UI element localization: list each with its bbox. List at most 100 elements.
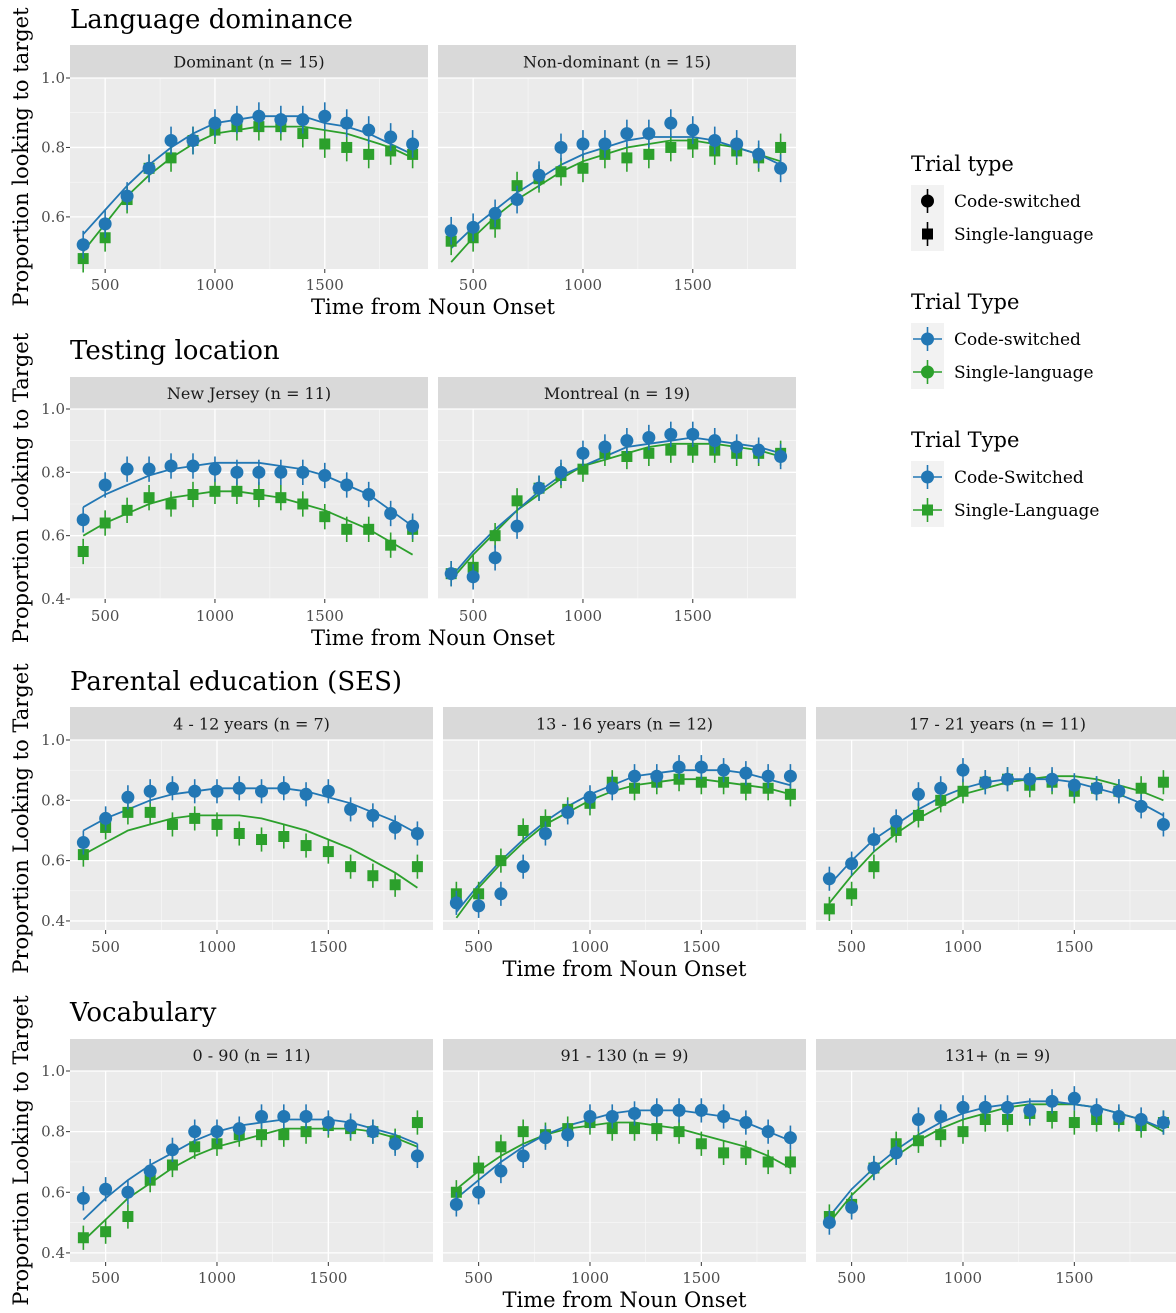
point-single-language xyxy=(100,1226,112,1238)
legend-label: Single-language xyxy=(954,363,1094,383)
facet-strip xyxy=(70,377,428,409)
fit-line-code-switched xyxy=(82,115,413,235)
y-axis-title: Proportion looking to target xyxy=(9,7,33,307)
point-single-language xyxy=(165,152,177,164)
point-code-switched xyxy=(783,769,797,783)
point-code-switched xyxy=(165,1143,179,1157)
point-code-switched xyxy=(516,1149,530,1163)
x-tick-label: 1500 xyxy=(682,1269,720,1287)
point-single-language xyxy=(121,504,133,516)
chart-section: Vocabulary 0.4 0.6 0.8 1.0 Proportion Looking… xyxy=(9,995,1176,1312)
point-single-language xyxy=(495,855,507,867)
point-code-switched xyxy=(650,769,664,783)
point-single-language xyxy=(77,1232,89,1244)
point-code-switched xyxy=(730,137,744,151)
point-code-switched xyxy=(642,127,656,141)
point-code-switched xyxy=(598,137,612,151)
y-tick-label: 0.6 xyxy=(41,1183,65,1201)
point-code-switched xyxy=(444,567,458,581)
point-single-language xyxy=(165,498,177,510)
point-code-switched xyxy=(388,820,402,834)
point-code-switched xyxy=(1023,1103,1037,1117)
point-code-switched xyxy=(576,137,590,151)
x-tick-label: 1500 xyxy=(1055,938,1093,956)
point-code-switched xyxy=(1090,1103,1104,1117)
point-single-language xyxy=(473,1162,485,1174)
legend-key-circle xyxy=(921,194,934,208)
facet-label: 91 - 130 (n = 9) xyxy=(560,1046,688,1065)
point-single-language xyxy=(300,1126,312,1138)
x-axis-title: Time from Noun Onset xyxy=(503,1288,747,1312)
facet-label: 131+ (n = 9) xyxy=(945,1046,1051,1065)
facet-panel: New Jersey (n = 11) 500 1000 1500 xyxy=(70,377,428,625)
point-code-switched xyxy=(296,113,310,127)
legend-title: Trial Type xyxy=(911,428,1019,452)
facet-label: 0 - 90 (n = 11) xyxy=(193,1046,311,1065)
point-code-switched xyxy=(822,872,836,886)
facet-strip xyxy=(438,377,796,409)
point-single-language xyxy=(122,1211,134,1223)
point-single-language xyxy=(166,818,178,830)
x-tick-label: 1000 xyxy=(571,938,609,956)
point-code-switched xyxy=(299,1109,313,1123)
point-code-switched xyxy=(388,1137,402,1151)
point-code-switched xyxy=(99,1182,113,1196)
x-tick-label: 500 xyxy=(464,1269,493,1287)
fit-line-code-switched xyxy=(82,1118,418,1221)
point-code-switched xyxy=(1001,772,1015,786)
point-single-language xyxy=(621,451,633,462)
point-single-language xyxy=(511,495,523,507)
fit-line-single-language xyxy=(455,778,791,919)
x-tick-label: 500 xyxy=(91,276,120,294)
facet-panel: 13 - 16 years (n = 12) 500 1000 1500 xyxy=(443,707,806,956)
point-single-language xyxy=(231,485,243,497)
point-code-switched xyxy=(277,1109,291,1123)
facet-panel: 4 - 12 years (n = 7) 500 1000 1500 xyxy=(70,707,433,956)
facet-panel: 17 - 21 years (n = 11) 500 1000 1500 xyxy=(816,707,1176,956)
section-title: Parental education (SES) xyxy=(70,667,402,697)
point-single-language xyxy=(555,166,567,178)
point-code-switched xyxy=(208,462,222,476)
fit-line-single-language xyxy=(82,814,418,889)
point-single-language xyxy=(621,152,633,164)
point-code-switched xyxy=(344,802,358,816)
y-tick-label: 0.8 xyxy=(41,138,65,156)
point-code-switched xyxy=(232,781,246,795)
point-code-switched xyxy=(1067,778,1081,792)
x-tick-label: 1000 xyxy=(196,276,234,294)
point-single-language xyxy=(187,489,199,500)
point-single-language xyxy=(99,517,111,529)
point-code-switched xyxy=(410,1149,424,1163)
facet-label: Montreal (n = 19) xyxy=(544,384,690,403)
point-code-switched xyxy=(605,781,619,795)
point-code-switched xyxy=(76,513,90,527)
point-code-switched xyxy=(410,826,424,840)
point-code-switched xyxy=(121,1185,135,1199)
facet-panel: Montreal (n = 19) 500 1000 1500 xyxy=(438,377,796,625)
x-axis-title: Time from Noun Onset xyxy=(311,295,555,319)
point-code-switched xyxy=(1134,1113,1148,1127)
point-code-switched xyxy=(867,833,881,847)
point-code-switched xyxy=(554,465,568,479)
x-tick-label: 1000 xyxy=(564,607,602,625)
point-single-language xyxy=(389,879,401,891)
fit-line-code-switched xyxy=(82,461,414,527)
facet-strip xyxy=(443,707,806,740)
point-code-switched xyxy=(466,220,480,234)
point-single-language xyxy=(233,827,245,839)
fit-line-single-language xyxy=(82,125,413,253)
point-code-switched xyxy=(708,434,722,448)
legend-title: Trial Type xyxy=(911,290,1019,314)
point-single-language xyxy=(275,492,287,504)
point-code-switched xyxy=(934,781,948,795)
facet-panel: Non-dominant (n = 15) 500 1000 1500 xyxy=(438,45,796,294)
point-single-language xyxy=(166,1159,178,1171)
point-code-switched xyxy=(321,1116,335,1130)
point-code-switched xyxy=(554,140,568,154)
point-single-language xyxy=(517,824,529,836)
point-code-switched xyxy=(761,769,775,783)
point-code-switched xyxy=(466,570,480,584)
point-single-language xyxy=(256,834,268,846)
point-code-switched xyxy=(642,431,656,444)
point-code-switched xyxy=(232,1122,246,1136)
